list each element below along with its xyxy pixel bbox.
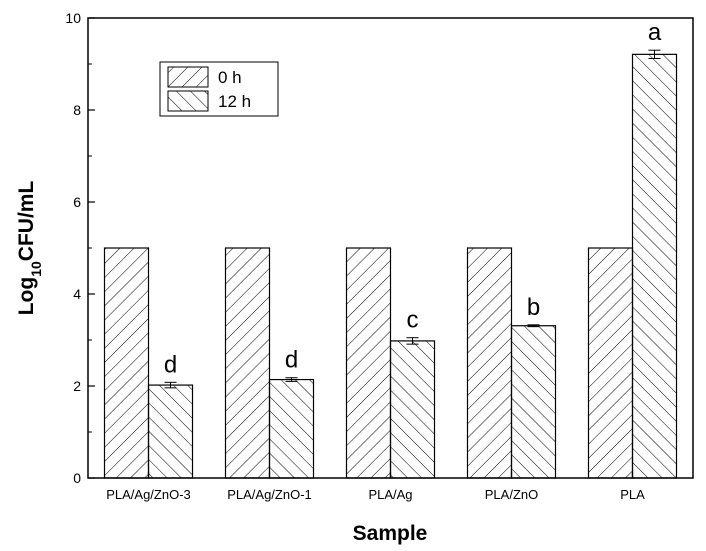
- x-tick-label-2: PLA/Ag/ZnO-1: [227, 487, 312, 502]
- significance-label-3: c: [407, 307, 419, 334]
- error-bar-3: [406, 337, 419, 345]
- error-bars-layer: [164, 49, 661, 389]
- y-tick-label-2: 2: [73, 378, 81, 394]
- bar-12h-1: [147, 384, 194, 479]
- bar-12h-2: [268, 378, 315, 479]
- x-tick-label-4: PLA/ZnO: [485, 487, 538, 502]
- legend: 0 h 12 h: [159, 61, 279, 117]
- y-tick-label-4: 4: [73, 286, 81, 302]
- significance-label-2: d: [285, 347, 298, 374]
- error-bar-4: [527, 324, 540, 328]
- bars-layer: [103, 53, 678, 479]
- legend-label-12h: 12 h: [218, 92, 251, 111]
- y-axis-ticks: 0 2 4 6 8 10: [65, 10, 95, 486]
- x-axis-title: Sample: [353, 522, 428, 545]
- bar-0h-4: [466, 247, 513, 479]
- significance-label-4: b: [527, 294, 540, 321]
- bar-0h-5: [587, 247, 634, 479]
- y-axis-title-main: Log: [15, 277, 38, 315]
- y-tick-label-6: 6: [73, 194, 81, 210]
- y-tick-label-10: 10: [65, 10, 81, 26]
- bar-12h-3: [389, 340, 436, 479]
- x-tick-label-3: PLA/Ag: [368, 487, 412, 502]
- bar-0h-1: [103, 247, 150, 479]
- x-tick-label-1: PLA/Ag/ZnO-3: [106, 487, 191, 502]
- legend-swatch-0h: [167, 66, 209, 88]
- x-axis-ticks: PLA/Ag/ZnO-3 PLA/Ag/ZnO-1 PLA/Ag PLA/ZnO PLA: [106, 472, 645, 502]
- bar-0h-3: [345, 247, 392, 479]
- bar-12h-4: [510, 325, 557, 479]
- legend-label-0h: 0 h: [218, 68, 242, 87]
- error-bar-1: [164, 381, 177, 389]
- error-bar-2: [285, 377, 298, 382]
- error-bar-5: [648, 49, 661, 59]
- legend-swatch-12h: [167, 90, 209, 112]
- y-tick-label-8: 8: [73, 102, 81, 118]
- y-tick-label-0: 0: [73, 470, 81, 486]
- significance-label-5: a: [648, 19, 662, 46]
- bar-12h-5: [631, 53, 678, 479]
- significance-labels-layer: d d c b a: [164, 19, 662, 378]
- significance-label-1: d: [164, 351, 177, 378]
- y-axis-title-rest: CFU/mL: [15, 181, 38, 262]
- y-axis-title-subscript: 10: [28, 261, 44, 277]
- x-tick-label-5: PLA: [620, 487, 645, 502]
- bar-0h-2: [224, 247, 271, 479]
- y-axis-title: Log10CFU/mL: [15, 181, 44, 316]
